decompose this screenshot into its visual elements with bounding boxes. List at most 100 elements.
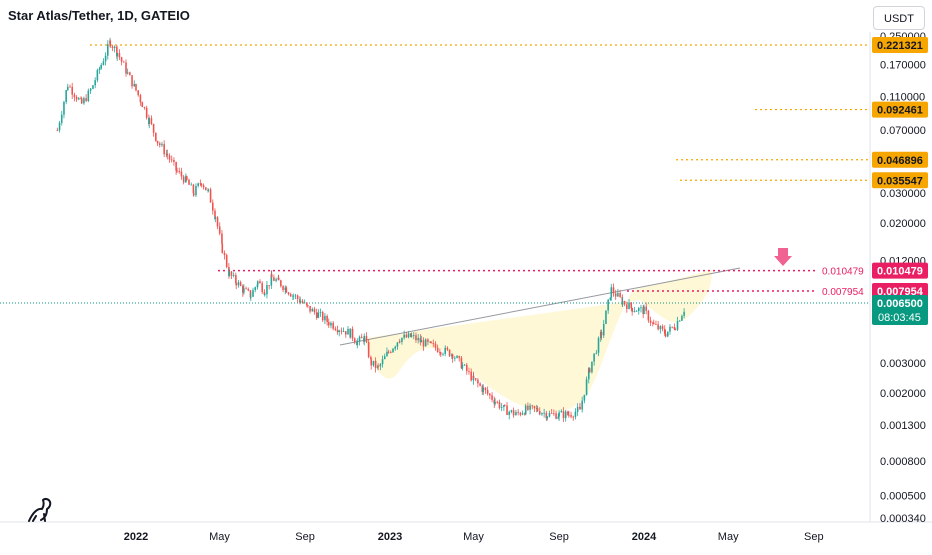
candle-body: [432, 343, 435, 344]
candle-body: [494, 401, 496, 404]
candle-body: [195, 186, 197, 196]
candle-body: [401, 337, 403, 342]
candle-body: [131, 75, 133, 87]
candle-body: [111, 46, 114, 48]
candle-body: [192, 193, 195, 196]
candle-body: [261, 283, 263, 292]
candle-body: [235, 275, 237, 283]
candle-body: [444, 347, 446, 354]
pattern-area: [365, 270, 712, 413]
candle-body: [631, 307, 633, 312]
candle-body: [484, 387, 487, 390]
y-tick-label: 0.110000: [880, 92, 925, 104]
currency-button[interactable]: USDT: [873, 6, 925, 30]
candle-body: [523, 413, 526, 415]
candle-body: [486, 389, 489, 394]
candle-body: [383, 356, 386, 360]
candle-body: [294, 295, 297, 297]
candle-body: [83, 98, 85, 104]
candle-body: [496, 401, 499, 403]
candle-body: [250, 296, 252, 298]
candle-body: [649, 320, 652, 323]
candle-body: [405, 334, 408, 338]
countdown-label: 08:03:45: [878, 312, 921, 324]
price-level-tag-label: 0.035547: [877, 175, 923, 187]
candle-body: [370, 359, 373, 366]
candle-body: [116, 53, 119, 57]
y-tick-label: 0.002000: [880, 388, 926, 400]
candle-body: [456, 355, 458, 358]
candle-body: [387, 351, 390, 353]
candle-body: [156, 140, 159, 144]
candle-body: [591, 361, 593, 373]
candle-body: [482, 387, 485, 392]
candle-body: [317, 312, 320, 318]
candle-body: [58, 122, 61, 131]
candle-body: [284, 287, 287, 290]
candle-body: [214, 217, 217, 219]
candle-body: [327, 321, 330, 326]
price-level-tag-label: 0.221321: [877, 40, 923, 52]
candle-body: [351, 328, 354, 339]
candle-body: [275, 279, 277, 281]
candle-body: [315, 312, 318, 318]
candle-body: [652, 322, 654, 324]
candle-body: [415, 335, 417, 341]
candle-body: [239, 282, 242, 286]
candle-body: [334, 328, 337, 330]
candle-body: [396, 342, 399, 347]
candle-body: [116, 46, 118, 57]
candle-body: [96, 70, 99, 81]
candle-body: [434, 343, 437, 348]
candle-body: [56, 130, 59, 131]
candle-body: [301, 300, 304, 303]
candle-body: [152, 123, 155, 133]
candle-body: [440, 352, 442, 355]
candle-body: [519, 412, 522, 415]
candle-body: [326, 315, 328, 322]
candle-body: [545, 412, 548, 419]
candle-body: [409, 333, 412, 337]
chart-title: Star Atlas/Tether, 1D, GATEIO: [8, 8, 190, 23]
candle-body: [180, 171, 183, 177]
candle-body: [403, 334, 405, 338]
candle-body: [338, 330, 340, 332]
candle-body: [412, 335, 415, 337]
candle-body: [199, 183, 202, 185]
down-arrow-icon[interactable]: [774, 248, 792, 266]
candle-body: [417, 337, 419, 341]
candle-body: [619, 293, 621, 297]
candle-body: [176, 170, 178, 172]
price-level-line-label: 0.010479: [822, 267, 864, 278]
candle-body: [454, 357, 456, 359]
y-tick-label: 0.030000: [880, 188, 926, 200]
candle-body: [259, 281, 261, 284]
candle-body: [296, 295, 299, 299]
x-tick-label: May: [718, 531, 739, 543]
candle-body: [270, 274, 273, 278]
candle-body: [356, 341, 359, 346]
candle-body: [541, 413, 543, 415]
candle-body: [372, 360, 375, 366]
candle-body: [109, 40, 112, 47]
candle-body: [673, 327, 676, 330]
candle-body: [307, 305, 309, 307]
candle-body: [560, 411, 563, 413]
candle-body: [287, 292, 290, 295]
candle-body: [538, 410, 541, 415]
candle-body: [358, 336, 361, 342]
candle-body: [477, 379, 479, 384]
candle-body: [73, 94, 76, 98]
candle-body: [609, 297, 612, 300]
candle-body: [190, 184, 192, 186]
candle-body: [313, 308, 316, 313]
candle-body: [89, 88, 92, 90]
candle-body: [374, 360, 377, 369]
candle-body: [521, 413, 524, 415]
candle-body: [481, 385, 484, 392]
candle-body: [683, 311, 685, 316]
candle-body: [579, 407, 581, 410]
candle-body: [506, 405, 508, 416]
candle-body: [448, 349, 451, 357]
